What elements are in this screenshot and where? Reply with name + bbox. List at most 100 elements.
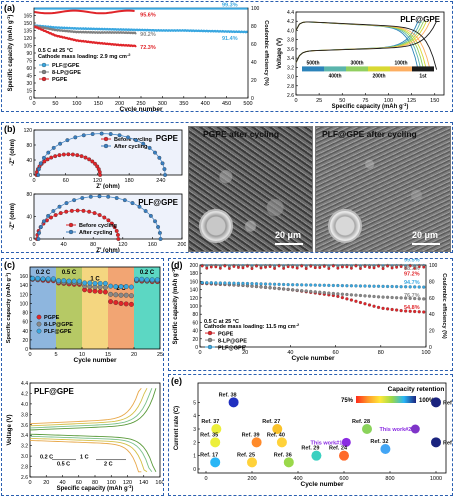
rate-annotation-3: 2 C (104, 462, 113, 468)
ce-point-PGPE (300, 264, 304, 268)
capacity-point-PLF@GPE (223, 281, 227, 285)
panel-d: (d) 0 20 40 60 80 100 0 20 40 60 80 100 120 140 160 180… (168, 258, 453, 371)
capacity-point-PGPE (358, 300, 363, 305)
capacity-point-PLF@GPE (277, 282, 281, 286)
panel-label-a: (a) (4, 3, 15, 13)
capacity-point-8-LP@GPE (395, 296, 399, 300)
ce-point-PGPE (413, 266, 417, 270)
y-tick-label: 40 (192, 329, 198, 335)
colorbar (356, 396, 416, 403)
y-tick-label: 0 (29, 96, 32, 102)
capacity-point-8-LP@GPE (349, 293, 354, 297)
capacity-point-PLF@GPE (404, 285, 408, 289)
y-tick-label: 5 (193, 400, 196, 406)
legend-d-1-text: 8-LP@GPE (218, 338, 247, 344)
x-tick-label: 40 (59, 480, 65, 486)
ce-point-PGPE (345, 265, 349, 269)
y-tick-label: 120 (24, 36, 33, 42)
rate-label-4: 0.2 C (140, 270, 155, 276)
y-axis-label: Voltage (V) (7, 415, 13, 446)
y-tick-label: 4.4 (21, 381, 28, 387)
ce-point-PGPE (304, 267, 308, 270)
legend-a-1-text: 8-LP@GPE (52, 70, 81, 76)
capacity-point-8-LP@GPE (417, 297, 421, 301)
y-tick-label: 0 (25, 347, 28, 353)
capacity-point-8-LP@GPE (404, 296, 408, 300)
y-axis-label: Specific capacity (mAh g-1) (6, 15, 15, 92)
legend-eis-1-marker (68, 229, 74, 235)
ref-point-Ref. 32 (380, 444, 391, 454)
capacity-point-8-LP@GPE (363, 294, 367, 298)
legend-swatch-200th (368, 66, 390, 72)
ref-label-Ref. 28: Ref. 28 (352, 419, 370, 425)
legend-label-1st: 1st (419, 73, 427, 79)
rate-band-2 (82, 267, 108, 349)
chart-title: PLF@GPE (138, 198, 178, 207)
ref-point-Ref. 29 (311, 450, 322, 461)
capacity-point-8-LP@GPE (254, 284, 259, 289)
y-tick-label: 3.2 (287, 65, 294, 71)
ce-point-PGPE (331, 264, 335, 268)
y-tick-label: 60 (26, 66, 32, 72)
x-axis-label: Specific capacity (mAh g-1) (332, 102, 409, 111)
ref-point-Ref. 25 (247, 457, 257, 468)
capacity-point-PLF@GPE (245, 281, 250, 286)
y-tick-label: 60 (192, 320, 198, 326)
x-tick-label: 75 (362, 98, 368, 104)
ce-point-PGPE (223, 264, 227, 268)
capacity-point-8-LP@GPE (340, 292, 344, 296)
legend-c-marker-1 (36, 321, 42, 327)
ref-point-Ref. 33 (431, 397, 441, 408)
x-tick-label: 100 (72, 101, 81, 107)
y-tick-label: 135 (24, 29, 33, 35)
x-tick-label: 200 (115, 101, 124, 107)
plot-frame (29, 266, 161, 350)
y-tick-label: 3.4 (287, 56, 294, 62)
legend-swatch-300th (346, 66, 368, 72)
chart-a-voltage: 0 25 50 75 100 125 150 2.6 2.8 3.0 3.2 3.4 3.6 3.8 4.0… (277, 10, 445, 111)
x-tick-label: 800 (385, 476, 394, 482)
capacity-point-PLF@GPE (331, 283, 335, 288)
capacity-point-PGPE (417, 310, 421, 314)
ref-label-Ref. 27: Ref. 27 (262, 419, 280, 425)
capacity-point-PGPE (404, 309, 408, 313)
ref-point-Ref. 35 (210, 437, 221, 448)
x-tick-label: 500 (243, 101, 252, 107)
ref-point-Ref. 34 (431, 437, 441, 448)
chart-a-cycling: 0 50 100 150 200 250 300 350 400 450 5000153045607… (6, 3, 270, 111)
y-tick-label: 2.8 (21, 465, 28, 471)
y2-tick-label: 20 (429, 329, 435, 335)
rate-point-PLF@GPE (40, 276, 46, 282)
series-8-LP@GPE (33, 24, 137, 35)
capacity-point-PLF@GPE (390, 284, 394, 289)
capacity-point-PLF@GPE (345, 284, 349, 288)
x-axis-label: Specific capacity (mAh g-1) (57, 484, 134, 493)
x-tick-label: 25 (157, 352, 163, 358)
rate-point-PLF@GPE (149, 277, 155, 283)
ce-point-PGPE (264, 265, 267, 269)
sem-image-pgpe: 20 μm (188, 126, 313, 252)
y-tick-label: 120 (190, 296, 199, 302)
capacity-point-PLF@GPE (313, 283, 317, 287)
y2-tick-label: 0 (251, 96, 254, 102)
rate-point-PLF@GPE (113, 284, 119, 290)
y-tick-label: 3.8 (21, 412, 28, 418)
capacity-point-PLF@GPE (376, 284, 381, 288)
x-tick-label: 140 (139, 480, 148, 486)
y-tick-label: 2.6 (287, 93, 294, 99)
chart-c-rate: 0.2 C 0.5 C1 C2 C0.2 C0 5 10 15 20 25020406080… (5, 266, 163, 364)
rate-point-PLF@GPE (92, 280, 98, 286)
capacity-point-PLF@GPE (250, 282, 254, 286)
rate-point-PLF@GPE (118, 284, 124, 290)
rate-annotation-2: 1 C (80, 455, 89, 461)
capacity-point-8-LP@GPE (327, 291, 331, 295)
rate-point-8-LP@GPE (118, 292, 124, 298)
legend-a-1-marker (41, 69, 47, 75)
x-tick-label: 80 (378, 350, 384, 356)
ce-point-PGPE (386, 264, 389, 268)
y-tick-label: 150 (24, 21, 33, 27)
annotation-d-3: 94.7% (404, 280, 420, 286)
ce-point-PGPE (286, 265, 290, 269)
